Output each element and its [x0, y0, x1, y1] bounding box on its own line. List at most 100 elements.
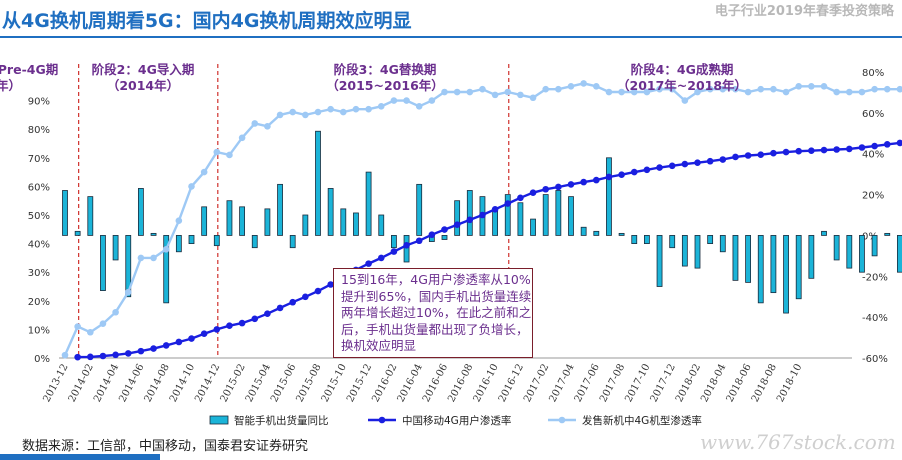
right-tick-label: -40% [862, 313, 888, 324]
new-model-share-point [846, 88, 853, 96]
left-tick-label: 10% [28, 325, 50, 336]
new-model-share-point [377, 103, 385, 110]
legend-marker [558, 416, 566, 424]
phase-pre4g: Pre-4G期 年） [0, 62, 60, 94]
user-penetration-point [529, 189, 537, 196]
new-model-share-point [251, 120, 259, 127]
user-penetration-point [479, 211, 486, 219]
new-model-share-point [365, 105, 372, 113]
bar-shipment-yoy [302, 214, 309, 236]
new-model-share-point [302, 111, 309, 119]
new-model-share-point [605, 88, 613, 96]
user-penetration-point [643, 166, 651, 174]
legend-label: 智能手机出货量同比 [234, 414, 329, 427]
watermark: www.767stock.com [700, 430, 896, 454]
bar-shipment-yoy [213, 235, 220, 247]
user-penetration-point [883, 141, 891, 148]
user-penetration-point [630, 168, 638, 176]
right-tick-label: 40% [862, 150, 884, 161]
user-penetration-point [846, 145, 853, 153]
bar-shipment-yoy [201, 206, 208, 236]
user-penetration-point [441, 226, 448, 233]
left-tick-label: 60% [28, 182, 50, 193]
new-model-share-point [150, 254, 157, 262]
user-penetration-point [656, 164, 663, 171]
bar-shipment-yoy [745, 235, 751, 283]
title-underline [0, 36, 902, 38]
user-penetration-point [314, 287, 322, 295]
user-penetration-point [719, 156, 727, 163]
bar-shipment-yoy [264, 208, 271, 236]
new-model-share-point [593, 83, 600, 90]
phase-period: （2017年~2018年） [617, 78, 748, 93]
new-model-share-point [390, 97, 398, 104]
bar-shipment-yoy [821, 230, 827, 236]
new-model-share-point [188, 183, 195, 190]
bar-shipment-yoy [542, 194, 549, 236]
user-penetration-point [681, 160, 689, 168]
bar-shipment-yoy [403, 235, 410, 263]
user-penetration-point [517, 194, 524, 202]
bar-shipment-yoy [719, 235, 726, 253]
new-model-share-point [517, 91, 524, 99]
new-model-share-point [542, 85, 549, 93]
right-tick-label: 0% [862, 231, 878, 242]
new-model-share-point [858, 88, 866, 96]
bar-shipment-yoy [340, 208, 347, 236]
user-penetration-point [820, 146, 828, 154]
user-penetration-point [251, 315, 259, 323]
bar-shipment-yoy [315, 130, 321, 236]
user-penetration-point [213, 326, 221, 333]
new-model-share-point [112, 308, 119, 316]
user-penetration-point [605, 173, 613, 181]
bar-shipment-yoy [631, 235, 638, 245]
new-model-share-point [795, 83, 802, 90]
phase-name: 阶段3：4G替换期 [333, 62, 437, 77]
bar-shipment-yoy [681, 235, 688, 267]
footer-bar [0, 454, 160, 460]
new-model-share-point [403, 97, 410, 104]
new-model-share-point [504, 88, 512, 96]
bar-shipment-yoy [327, 188, 334, 236]
new-model-share-point [719, 85, 727, 93]
new-model-share-point [820, 83, 828, 90]
user-penetration-point [555, 183, 562, 191]
bar-shipment-yoy [251, 235, 258, 249]
new-model-share-point [226, 151, 233, 159]
bar-shipment-yoy [100, 235, 106, 291]
user-penetration-point [238, 319, 246, 327]
new-model-share-point [466, 88, 474, 96]
bar-shipment-yoy [239, 206, 246, 236]
user-penetration-point [504, 200, 512, 207]
phase-import: 阶段2：4G导入期 （2014年） [88, 62, 198, 94]
user-penetration-point [580, 178, 587, 186]
new-model-share-point [529, 94, 537, 102]
new-model-share-point [630, 88, 638, 96]
new-model-share-point [706, 85, 714, 93]
user-penetration-point [833, 146, 840, 153]
bar-shipment-yoy [175, 235, 182, 253]
new-model-share-point [314, 108, 322, 116]
new-model-share-point [555, 85, 562, 93]
new-model-share-point [441, 88, 448, 96]
bar-shipment-yoy [390, 235, 397, 249]
user-penetration-point [150, 345, 157, 352]
new-model-share-point [87, 328, 94, 336]
user-penetration-point [668, 162, 676, 170]
new-model-share-point [61, 351, 69, 359]
user-penetration-point [782, 148, 790, 156]
left-tick-label: 80% [28, 125, 50, 136]
new-model-share-point [681, 97, 689, 104]
new-model-share-point [453, 88, 461, 96]
user-penetration-point [567, 181, 575, 188]
user-penetration-point [694, 159, 701, 166]
new-model-share-point [744, 88, 752, 96]
bar-shipment-yoy [555, 190, 562, 236]
bar-shipment-yoy [353, 212, 359, 236]
page-title: 从4G换机周期看5G：国内4G换机周期效应明显 [2, 10, 412, 32]
user-penetration-point [99, 352, 107, 360]
legend-label: 发售新机中4G机型渗透率 [582, 414, 702, 427]
phase-mature: 阶段4：4G成熟期 （2017年~2018年） [617, 62, 747, 94]
new-model-share-point [567, 83, 575, 90]
legend-marker [378, 416, 386, 424]
